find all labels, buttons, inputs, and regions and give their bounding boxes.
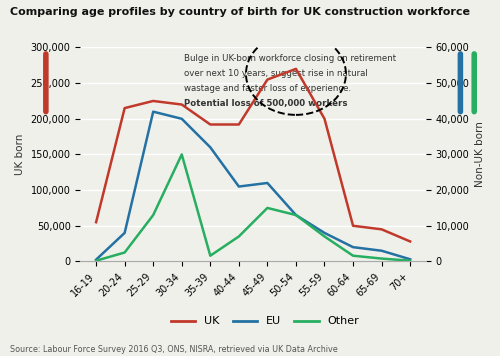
Y-axis label: Non-UK born: Non-UK born: [475, 121, 485, 187]
Text: Comparing age profiles by country of birth for UK construction workforce: Comparing age profiles by country of bir…: [10, 7, 470, 17]
Text: over next 10 years, suggest rise in natural: over next 10 years, suggest rise in natu…: [184, 69, 368, 78]
Text: Source: Labour Force Survey 2016 Q3, ONS, NISRA, retrieved via UK Data Archive: Source: Labour Force Survey 2016 Q3, ONS…: [10, 345, 338, 354]
Text: Bulge in UK-born workforce closing on retirement: Bulge in UK-born workforce closing on re…: [184, 54, 396, 63]
Text: wastage and faster loss of experience.: wastage and faster loss of experience.: [184, 84, 351, 93]
Legend: UK, EU, Other: UK, EU, Other: [166, 312, 364, 331]
Text: Potential loss of 500,000 workers: Potential loss of 500,000 workers: [184, 99, 348, 108]
Y-axis label: UK born: UK born: [15, 134, 25, 175]
